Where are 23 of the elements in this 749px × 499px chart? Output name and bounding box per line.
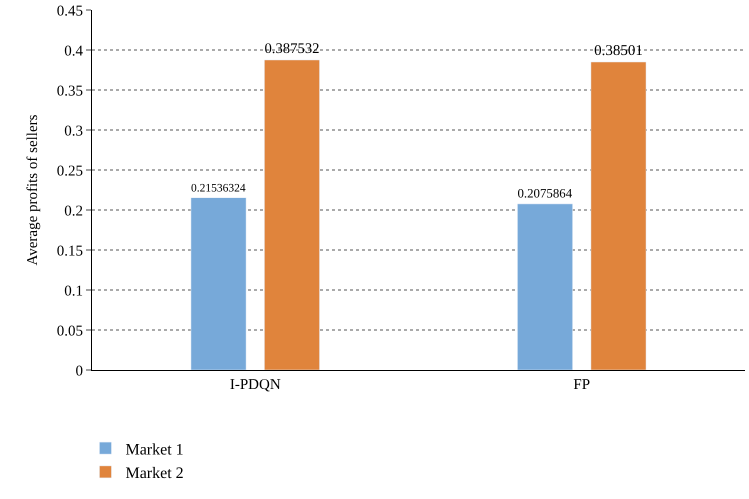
data-label: 0.2075864 [517, 186, 573, 200]
y-axis-title: Average profits of sellers [25, 114, 41, 266]
bar [190, 197, 246, 370]
legend-label: Market 1 [125, 441, 184, 458]
data-label: 0.21536324 [191, 182, 246, 195]
y-tick-label: 0 [76, 363, 83, 380]
bar [264, 60, 320, 370]
bar [517, 204, 573, 370]
y-tick-label: 0.4 [64, 43, 84, 60]
legend-label: Market 2 [125, 465, 184, 482]
y-tick-label: 0.15 [56, 243, 83, 260]
x-tick-label: FP [573, 377, 590, 393]
y-tick-label: 0.1 [64, 283, 83, 300]
y-tick-label: 0.25 [56, 163, 83, 180]
y-tick-label: 0.45 [56, 3, 83, 20]
y-tick-label: 0.3 [64, 123, 83, 140]
data-label: 0.387532 [264, 41, 320, 58]
y-tick-label: 0.2 [64, 203, 83, 220]
bar [590, 62, 646, 370]
data-label: 0.38501 [594, 42, 643, 59]
y-tick-label: 0.35 [56, 83, 83, 100]
x-tick-label: I-PDQN [230, 377, 281, 393]
y-tick-label: 0.05 [56, 323, 83, 340]
